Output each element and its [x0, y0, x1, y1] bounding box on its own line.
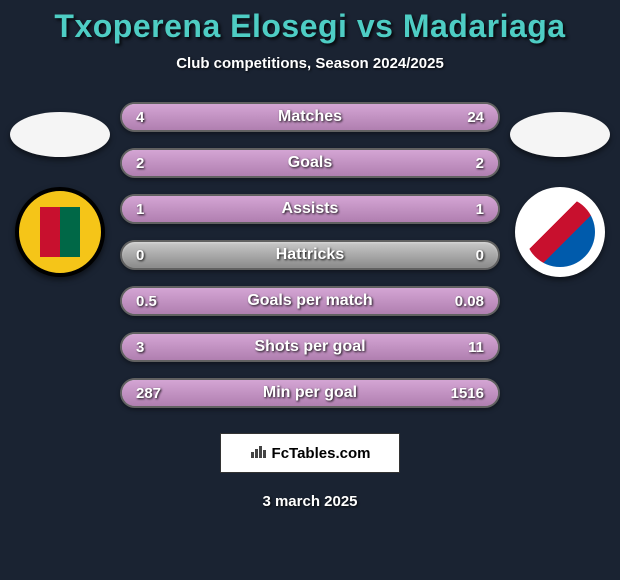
stat-label: Min per goal [263, 384, 357, 402]
club-badge-right [515, 187, 605, 277]
stat-label: Goals [288, 154, 332, 172]
left-column [10, 102, 110, 277]
footer-logo[interactable]: FcTables.com [220, 433, 400, 473]
stat-bar: 0 Hattricks 0 [120, 240, 500, 270]
stat-label: Hattricks [276, 246, 344, 264]
stat-value-right: 1516 [451, 385, 484, 402]
stat-bar: 287 Min per goal 1516 [120, 378, 500, 408]
stat-fill-right [310, 150, 498, 176]
main-area: 4 Matches 24 2 Goals 2 1 Assists 1 0 Hattricks 0 0.5… [0, 102, 620, 408]
stat-fill-left [122, 334, 201, 360]
player-flag-right [510, 112, 610, 157]
right-column [510, 102, 610, 277]
footer-logo-text: FcTables.com [272, 445, 371, 462]
stat-label: Shots per goal [254, 338, 365, 356]
stat-bar: 4 Matches 24 [120, 102, 500, 132]
stat-value-right: 0.08 [455, 293, 484, 310]
stat-value-right: 1 [476, 201, 484, 218]
comparison-card: Txoperena Elosegi vs Madariaga Club comp… [0, 0, 620, 580]
stat-label: Assists [282, 200, 339, 218]
stat-value-left: 287 [136, 385, 161, 402]
stat-value-left: 1 [136, 201, 144, 218]
stat-value-left: 2 [136, 155, 144, 172]
stat-bar: 3 Shots per goal 11 [120, 332, 500, 362]
shield-icon [40, 207, 80, 257]
stat-value-right: 0 [476, 247, 484, 264]
stat-value-left: 0.5 [136, 293, 157, 310]
stat-bar: 2 Goals 2 [120, 148, 500, 178]
stat-bar: 0.5 Goals per match 0.08 [120, 286, 500, 316]
player-flag-left [10, 112, 110, 157]
stat-fill-left [122, 150, 310, 176]
stat-value-right: 2 [476, 155, 484, 172]
page-title: Txoperena Elosegi vs Madariaga [0, 8, 620, 45]
stat-value-right: 11 [468, 339, 484, 356]
stat-fill-left [122, 104, 175, 130]
stat-label: Goals per match [247, 292, 372, 310]
stat-value-left: 4 [136, 109, 144, 126]
season-subtitle: Club competitions, Season 2024/2025 [0, 55, 620, 72]
stat-label: Matches [278, 108, 342, 126]
shield-icon [525, 197, 595, 267]
club-badge-left [15, 187, 105, 277]
stat-value-left: 0 [136, 247, 144, 264]
chart-icon [250, 444, 268, 463]
stats-column: 4 Matches 24 2 Goals 2 1 Assists 1 0 Hattricks 0 0.5… [120, 102, 500, 408]
stat-value-left: 3 [136, 339, 144, 356]
date-text: 3 march 2025 [0, 493, 620, 510]
stat-bar: 1 Assists 1 [120, 194, 500, 224]
stat-value-right: 24 [467, 109, 484, 126]
